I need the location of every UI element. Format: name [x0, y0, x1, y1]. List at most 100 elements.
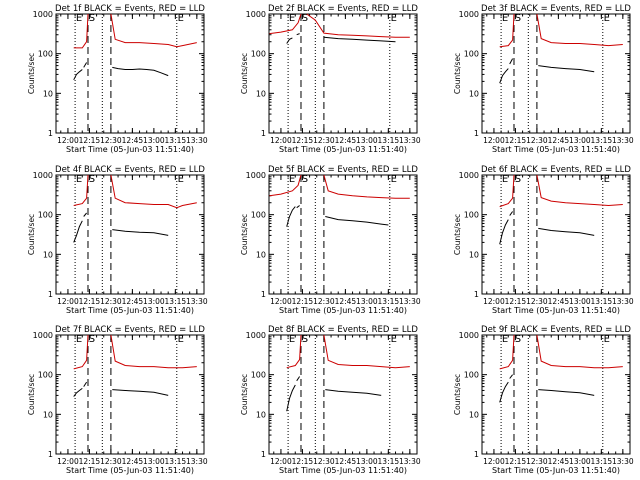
panel-title: Det 6f BLACK = Events, RED = LLD	[481, 165, 631, 175]
y-tick-label: 10	[469, 410, 479, 419]
x-tick-label: 13:30	[612, 457, 634, 466]
y-tick-label: 1000	[33, 331, 53, 340]
x-tick-label: 12:30	[313, 457, 335, 466]
y-tick-label: 100	[251, 371, 266, 380]
series-red-line	[269, 174, 302, 197]
x-tick-label: 13:30	[612, 297, 634, 306]
marker-letter-E: E	[178, 334, 184, 345]
series-red-line	[499, 174, 515, 208]
x-tick-label: 12:15	[79, 297, 101, 306]
marker-letter-S: S	[89, 13, 95, 24]
y-axis-label: Counts/sec	[453, 53, 462, 94]
x-tick-label: 12:00	[483, 136, 505, 145]
series-black-line	[112, 389, 169, 396]
x-tick-label: 13:15	[378, 136, 400, 145]
y-axis-label: Counts/sec	[240, 53, 249, 94]
series-red-line	[499, 334, 515, 370]
series-black-line	[286, 37, 293, 44]
x-tick-label: 12:00	[483, 297, 505, 306]
x-tick-label: 13:15	[591, 136, 613, 145]
series-red-line	[73, 13, 89, 49]
y-tick-label: 100	[38, 371, 53, 380]
x-tick-label: 13:15	[378, 297, 400, 306]
series-black-line	[286, 384, 296, 412]
x-tick-label: 12:00	[270, 136, 292, 145]
plot-frame	[481, 174, 631, 295]
x-tick-label: 12:15	[505, 297, 527, 306]
panel-det-8: Det 8f BLACK = Events, RED = LLD 1 10 100 10…	[240, 325, 421, 475]
x-tick-label: 12:45	[548, 457, 570, 466]
series-black-line	[325, 216, 389, 226]
series-black-line	[73, 69, 83, 81]
panel-title: Det 5f BLACK = Events, RED = LLD	[268, 165, 418, 175]
y-tick-label: 1	[474, 129, 479, 138]
x-tick-label: 13:30	[399, 457, 421, 466]
x-tick-label: 12:15	[79, 457, 101, 466]
marker-letter-S: S	[89, 334, 95, 345]
series-black-line	[286, 206, 296, 227]
series-black-line	[323, 36, 396, 43]
marker-letter-E: E	[391, 13, 397, 24]
y-tick-label: 100	[464, 371, 479, 380]
series-red-line	[286, 334, 302, 369]
y-tick-label: 1000	[459, 10, 479, 19]
panel-title: Det 3f BLACK = Events, RED = LLD	[481, 4, 631, 14]
series-black-line	[538, 389, 595, 396]
x-tick-label: 12:30	[100, 457, 122, 466]
y-tick-label: 1000	[33, 10, 53, 19]
x-tick-label: 13:15	[165, 297, 187, 306]
x-tick-label: 12:00	[270, 297, 292, 306]
series-red-line	[110, 13, 197, 48]
series-black-line	[509, 211, 514, 216]
x-tick-label: 12:00	[57, 457, 79, 466]
series-red-line	[110, 174, 197, 209]
x-tick-label: 12:15	[292, 136, 314, 145]
y-tick-label: 1000	[246, 171, 266, 180]
x-tick-label: 13:30	[186, 297, 208, 306]
y-tick-label: 100	[464, 211, 479, 220]
series-black-line	[538, 227, 595, 236]
plot-frame	[481, 13, 631, 134]
panel-det-3: Det 3f BLACK = Events, RED = LLD 1 10 100 10…	[453, 4, 634, 154]
y-axis-label: Counts/sec	[27, 214, 36, 255]
x-tick-label: 12:15	[505, 136, 527, 145]
y-axis-label: Counts/sec	[453, 214, 462, 255]
series-black-line	[499, 68, 509, 84]
marker-letter-S: S	[515, 174, 521, 185]
series-black-line	[296, 33, 300, 36]
series-red-line	[269, 13, 302, 35]
series-black-line	[538, 65, 595, 73]
panel-det-6: Det 6f BLACK = Events, RED = LLD 1 10 100 10…	[453, 165, 634, 315]
series-black-line	[509, 58, 514, 65]
x-axis-label: Start Time (05-Jun-03 11:51:40)	[279, 306, 407, 315]
y-tick-label: 1000	[246, 331, 266, 340]
x-tick-label: 13:30	[186, 136, 208, 145]
x-axis-label: Start Time (05-Jun-03 11:51:40)	[492, 306, 620, 315]
plot-frame	[55, 334, 205, 455]
x-tick-label: 12:15	[505, 457, 527, 466]
x-tick-label: 13:00	[569, 136, 591, 145]
x-tick-label: 12:45	[335, 297, 357, 306]
y-tick-label: 10	[469, 250, 479, 259]
panel-title: Det 8f BLACK = Events, RED = LLD	[268, 325, 418, 335]
panel-det-7: Det 7f BLACK = Events, RED = LLD 1 10 100 10…	[27, 325, 208, 475]
y-axis-label: Counts/sec	[453, 374, 462, 415]
series-red-line	[110, 334, 197, 369]
series-red-line	[536, 174, 623, 207]
x-axis-label: Start Time (05-Jun-03 11:51:40)	[66, 306, 194, 315]
marker-letter-S: S	[302, 334, 308, 345]
y-tick-label: 10	[43, 410, 53, 419]
x-tick-label: 13:30	[399, 136, 421, 145]
y-tick-label: 100	[251, 50, 266, 59]
y-tick-label: 1000	[246, 10, 266, 19]
plot-frame	[268, 174, 418, 295]
panel-det-2: Det 2f BLACK = Events, RED = LLD 1 10 100 10…	[240, 4, 421, 154]
y-tick-label: 1	[261, 290, 266, 299]
marker-letter-E: E	[604, 334, 610, 345]
y-tick-label: 1	[48, 450, 53, 459]
y-tick-label: 10	[256, 250, 266, 259]
x-tick-label: 12:45	[548, 297, 570, 306]
series-black-line	[73, 220, 83, 243]
marker-letter-S: S	[302, 13, 308, 24]
